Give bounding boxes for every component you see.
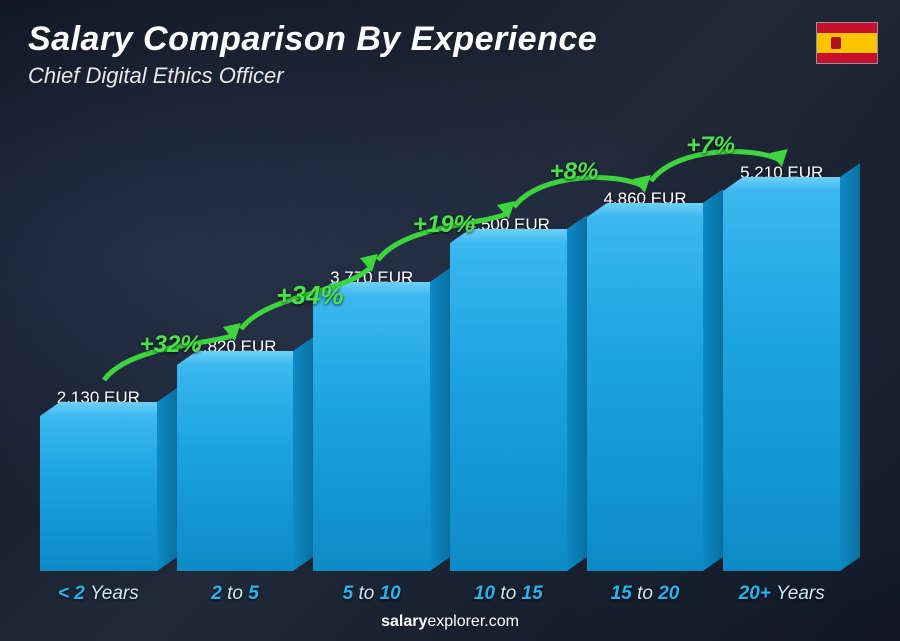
footer-rest: explorer.com (427, 613, 519, 630)
title-block: Salary Comparison By Experience Chief Di… (28, 20, 597, 89)
footer-bold: salary (381, 613, 427, 630)
bar-category-label: 15 to 20 (611, 583, 680, 605)
bar-category-label: 20+ Years (739, 583, 825, 605)
bar (313, 296, 430, 571)
flag-stripe-top (817, 23, 877, 33)
bar-group: 5,210 EUR 20+ Years (723, 163, 840, 571)
bar (723, 191, 840, 571)
bar-category-label: 10 to 15 (474, 583, 543, 605)
bar-group: 3,770 EUR 5 to 10 (313, 268, 430, 571)
bar-chart: 2,130 EUR < 2 Years 2,820 EUR 2 to 5 3,7… (40, 91, 840, 571)
increase-pct-label: +32% (140, 331, 202, 359)
bar (587, 217, 704, 571)
bar (40, 416, 157, 571)
flag-stripe-bottom (817, 53, 877, 63)
bar (177, 365, 294, 571)
increase-pct-label: +34% (276, 280, 343, 311)
bar-category-label: < 2 Years (58, 583, 139, 605)
chart-title: Salary Comparison By Experience (28, 20, 597, 59)
flag-stripe-middle (817, 33, 877, 53)
bar-category-label: 5 to 10 (343, 583, 401, 605)
increase-pct-label: +7% (686, 132, 735, 160)
bar-group: 2,130 EUR < 2 Years (40, 388, 157, 571)
bar (450, 243, 567, 571)
increase-pct-label: +19% (413, 211, 475, 239)
bar-category-label: 2 to 5 (211, 583, 259, 605)
flag-crest-icon (831, 37, 841, 49)
bar-group: 2,820 EUR 2 to 5 (177, 337, 294, 571)
increase-pct-label: +8% (550, 158, 599, 186)
bar-group: 4,860 EUR 15 to 20 (587, 189, 704, 571)
spain-flag-icon (816, 22, 878, 64)
bar-group: 4,500 EUR 10 to 15 (450, 215, 567, 571)
chart-subtitle: Chief Digital Ethics Officer (28, 63, 597, 89)
footer-attribution: salaryexplorer.com (381, 613, 519, 631)
